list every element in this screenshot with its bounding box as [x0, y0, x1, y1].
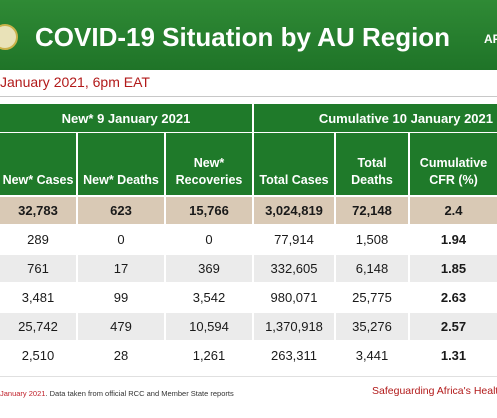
table-row: 761 17 369 332,605 6,148 1.85 — [0, 255, 497, 282]
table-cell: 2.4 — [410, 197, 497, 224]
table-cell: 6,148 — [336, 255, 408, 282]
table-cell: 3,542 — [166, 284, 252, 311]
footer-divider — [0, 376, 497, 377]
footnote: January 2021. Data taken from official R… — [0, 389, 234, 398]
header-banner: COVID-19 Situation by AU Region AF — [0, 0, 497, 70]
table-cell: 0 — [78, 226, 164, 253]
table-cell: 1.85 — [410, 255, 497, 282]
table-cell: 25,775 — [336, 284, 408, 311]
column-header-total-cases: Total Cases — [254, 133, 334, 195]
column-header-line: CFR (%) — [429, 173, 478, 187]
table-cell: 3,481 — [0, 284, 76, 311]
column-header-line: Total — [357, 156, 387, 170]
column-header-total-deaths: Total Deaths — [336, 133, 408, 195]
column-header-line: Deaths — [351, 173, 393, 187]
page-title: COVID-19 Situation by AU Region — [35, 22, 451, 52]
cumulative-band-header: Cumulative 10 January 2021 — [254, 104, 497, 132]
column-header-cumulative-cfr: Cumulative CFR (%) — [410, 133, 497, 195]
table-cell: 1,508 — [336, 226, 408, 253]
table-cell: 332,605 — [254, 255, 334, 282]
table-cell: 1,370,918 — [254, 313, 334, 340]
table-cell: 25,742 — [0, 313, 76, 340]
table-cell: 99 — [78, 284, 164, 311]
new-cases-band-header: New* 9 January 2021 — [0, 104, 252, 132]
table-cell: 77,914 — [254, 226, 334, 253]
table-cell: 1,261 — [166, 342, 252, 369]
table-cell: 3,441 — [336, 342, 408, 369]
column-header-line: Recoveries — [175, 173, 243, 187]
table-cell: 2.57 — [410, 313, 497, 340]
footnote-date: January 2021 — [0, 389, 46, 398]
table-cell: 761 — [0, 255, 76, 282]
table-cell: 72,148 — [336, 197, 408, 224]
column-header-line: New* Deaths — [83, 173, 159, 187]
table-cell: 1.94 — [410, 226, 497, 253]
column-header-line: Cumulative — [419, 156, 488, 170]
column-header-line: Total Cases — [259, 173, 329, 187]
table-row: 289 0 0 77,914 1,508 1.94 — [0, 226, 497, 253]
table-row: 2,510 28 1,261 263,311 3,441 1.31 — [0, 342, 497, 369]
table-row-total: 32,783 623 15,766 3,024,819 72,148 2.4 — [0, 197, 497, 224]
table-cell: 479 — [78, 313, 164, 340]
table-cell: 35,276 — [336, 313, 408, 340]
table-cell: 28 — [78, 342, 164, 369]
table-row: 25,742 479 10,594 1,370,918 35,276 2.57 — [0, 313, 497, 340]
table-cell: 2,510 — [0, 342, 76, 369]
table-cell: 10,594 — [166, 313, 252, 340]
footnote-text: . Data taken from official RCC and Membe… — [45, 389, 234, 398]
column-header-new-deaths: New* Deaths — [78, 133, 164, 195]
table-cell: 15,766 — [166, 197, 252, 224]
table-cell: 3,024,819 — [254, 197, 334, 224]
table-cell: 289 — [0, 226, 76, 253]
column-divider — [252, 104, 254, 372]
table-cell: 369 — [166, 255, 252, 282]
column-header-line: New* — [193, 156, 225, 170]
table-cell: 1.31 — [410, 342, 497, 369]
column-header-new-recoveries: New* Recoveries — [166, 133, 252, 195]
table-cell: 32,783 — [0, 197, 76, 224]
column-header-new-cases: New* Cases — [0, 133, 76, 195]
table-cell: 263,311 — [254, 342, 334, 369]
divider — [0, 96, 497, 97]
column-header-line: New* Cases — [2, 173, 74, 187]
header-tag: AF — [484, 32, 497, 46]
data-table: 32,783 623 15,766 3,024,819 72,148 2.4 2… — [0, 197, 497, 371]
table-cell: 980,071 — [254, 284, 334, 311]
table-cell: 17 — [78, 255, 164, 282]
table-cell: 0 — [166, 226, 252, 253]
table-cell: 623 — [78, 197, 164, 224]
report-date: January 2021, 6pm EAT — [0, 74, 150, 90]
africa-cdc-logo-icon — [0, 24, 18, 50]
table-cell: 2.63 — [410, 284, 497, 311]
footer-slogan: Safeguarding Africa's Health — [372, 385, 497, 397]
table-row: 3,481 99 3,542 980,071 25,775 2.63 — [0, 284, 497, 311]
